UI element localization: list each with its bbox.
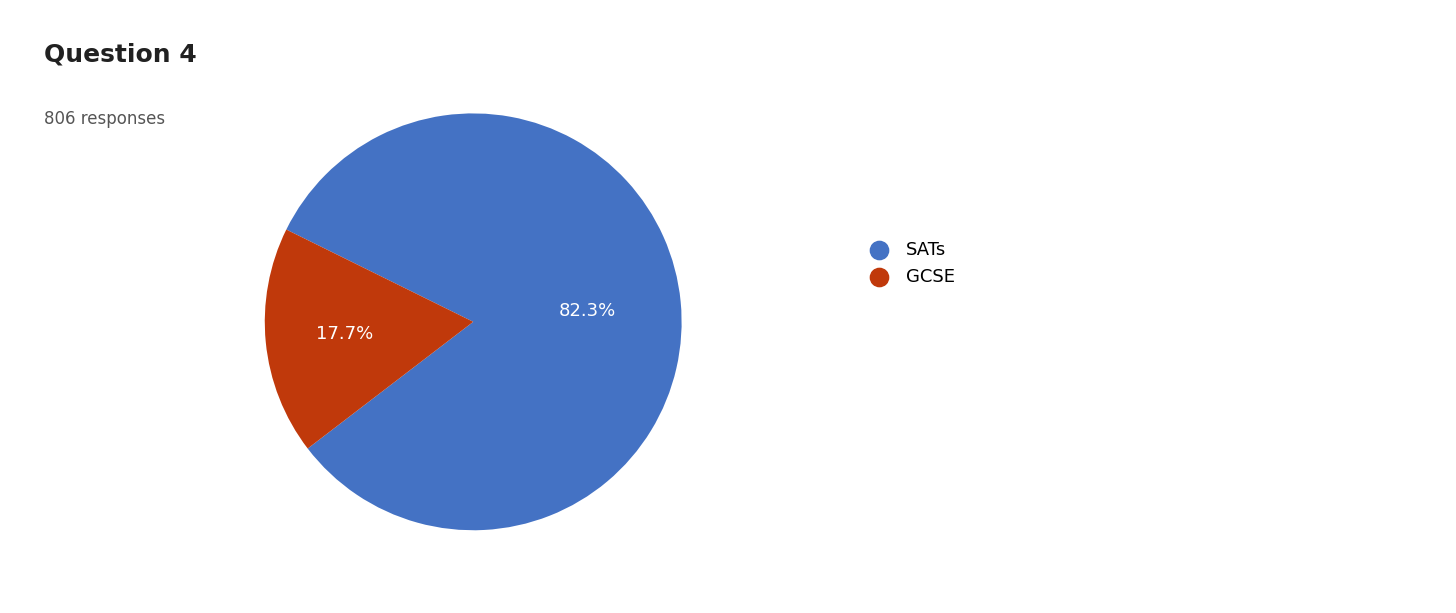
Legend: SATs, GCSE: SATs, GCSE (853, 234, 962, 294)
Wedge shape (265, 229, 473, 449)
Text: 82.3%: 82.3% (559, 302, 616, 319)
Wedge shape (287, 113, 681, 530)
Text: 806 responses: 806 responses (44, 110, 165, 128)
Text: 17.7%: 17.7% (316, 326, 373, 343)
Text: Question 4: Question 4 (44, 43, 197, 67)
